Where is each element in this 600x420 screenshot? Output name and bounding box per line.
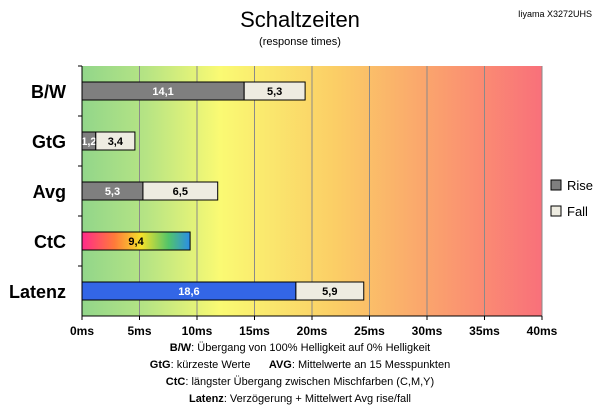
rise-value-label: 14,1 bbox=[152, 86, 173, 98]
note-avg-label: AVG bbox=[268, 359, 292, 371]
latency-value-label: 18,6 bbox=[178, 286, 199, 298]
x-tick-label: 20ms bbox=[297, 324, 328, 338]
note-bw: B/W: Übergang von 100% Helligkeit auf 0%… bbox=[0, 342, 600, 354]
legend-label: Fall bbox=[567, 204, 588, 219]
note-latenz: Latenz: Verzögerung + Mittelwert Avg ris… bbox=[0, 393, 600, 405]
note-latenz-text: : Verzögerung + Mittelwert Avg rise/fall bbox=[223, 393, 412, 405]
x-tick-label: 30ms bbox=[412, 324, 443, 338]
note-bw-label: B/W bbox=[169, 342, 192, 354]
legend-swatch bbox=[550, 205, 562, 217]
fall-value-label: 5,3 bbox=[267, 86, 282, 98]
y-category-label: Latenz bbox=[9, 282, 66, 302]
axes: 0ms 5ms 10ms 15ms 20ms 25ms 30ms 35ms 40ms B/W GtG… bbox=[9, 65, 558, 338]
y-category-label: B/W bbox=[31, 82, 66, 102]
legend-label: Rise bbox=[567, 178, 593, 193]
rise-value-label: 5,3 bbox=[105, 186, 120, 198]
x-tick-label: 25ms bbox=[354, 324, 385, 338]
legend: Rise Fall bbox=[550, 178, 593, 219]
note-bw-text: : Übergang von 100% Helligkeit auf 0% He… bbox=[191, 342, 431, 354]
fall-bar bbox=[243, 81, 306, 101]
x-tick-label: 5ms bbox=[127, 324, 151, 338]
ctc-value-label: 9,4 bbox=[128, 236, 144, 248]
y-category-label: CtC bbox=[34, 232, 66, 252]
rise-value-label: 1,2 bbox=[81, 136, 96, 148]
x-tick-label: 40ms bbox=[527, 324, 558, 338]
monitor-label: Iiyama X3272UHS bbox=[518, 9, 592, 19]
fall-value-label: 3,4 bbox=[108, 136, 124, 148]
fall-bar bbox=[295, 281, 365, 301]
note-gtg-label: GtG bbox=[149, 359, 171, 371]
note-ctc: CtC: längster Übergang zwischen Mischfar… bbox=[0, 376, 600, 388]
y-category-label: Avg bbox=[33, 182, 66, 202]
fall-value-label: 6,5 bbox=[173, 186, 188, 198]
note-latenz-label: Latenz bbox=[188, 393, 224, 405]
chart-title: Schaltzeiten bbox=[240, 7, 360, 32]
fall-bar bbox=[142, 181, 219, 201]
note-gtg-avg: GtG: kürzeste Werte AVG: Mittelwerte an … bbox=[0, 359, 600, 371]
fall-bar bbox=[95, 131, 136, 151]
note-gtg-text: : kürzeste Werte bbox=[170, 359, 251, 371]
y-category-label: GtG bbox=[32, 132, 66, 152]
x-tick-label: 10ms bbox=[182, 324, 213, 338]
fall-value-label: 5,9 bbox=[322, 286, 337, 298]
note-avg-text: : Mittelwerte an 15 Messpunkten bbox=[291, 359, 451, 371]
note-ctc-text: : längster Übergang zwischen Mischfarben… bbox=[185, 376, 435, 388]
x-tick-label: 35ms bbox=[469, 324, 500, 338]
x-tick-label: 0ms bbox=[70, 324, 94, 338]
legend-swatch bbox=[550, 179, 562, 191]
note-ctc-label: CtC bbox=[165, 376, 186, 388]
x-tick-label: 15ms bbox=[239, 324, 270, 338]
bars: 14,1 5,3 1,2 3,4 5,3 6,5 9,4 18,6 5,9 bbox=[81, 81, 365, 301]
chart-subtitle: (response times) bbox=[259, 36, 341, 48]
